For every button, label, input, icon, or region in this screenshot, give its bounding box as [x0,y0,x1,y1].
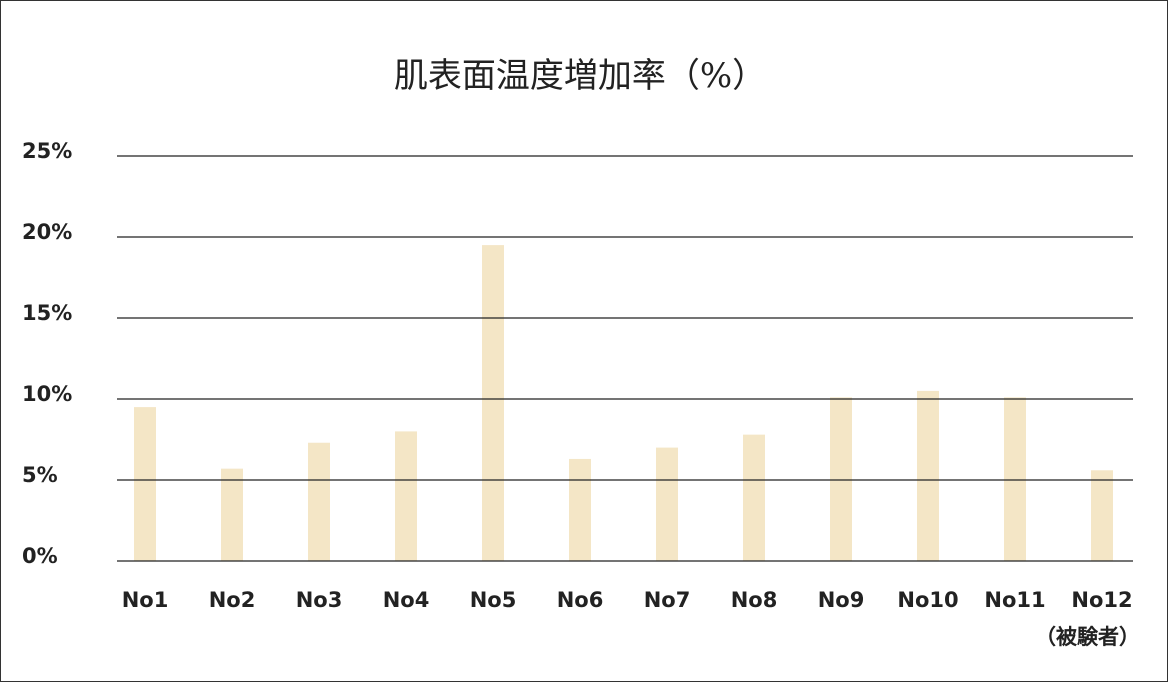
bar [134,407,156,561]
bar [308,442,330,561]
x-tick-label: No6 [557,588,604,612]
bar [1004,397,1026,561]
bar [917,390,939,561]
x-tick-label: No12 [1071,588,1132,612]
bar [482,245,504,561]
bar [1091,470,1113,561]
bar [743,434,765,561]
x-tick-label: No7 [644,588,691,612]
y-tick-label: 5% [22,463,58,487]
y-tick-label: 20% [22,220,72,244]
bar [830,397,852,561]
x-axis-label: （被験者） [1035,625,1140,649]
y-tick-label: 15% [22,301,72,325]
x-tick-label: No1 [122,588,169,612]
y-tick-label: 0% [22,544,58,568]
bar [569,458,591,561]
chart-title: 肌表面温度増加率（%） [394,56,766,96]
y-tick-label: 10% [22,382,72,406]
bar [656,447,678,561]
x-tick-label: No8 [731,588,778,612]
x-tick-label: No4 [383,588,430,612]
x-tick-label: No10 [897,588,958,612]
x-tick-label: No3 [296,588,343,612]
bar [395,431,417,561]
x-tick-label: No9 [818,588,865,612]
bar [221,468,243,561]
x-tick-label: No2 [209,588,256,612]
x-tick-label: No5 [470,588,517,612]
y-tick-label: 25% [22,139,72,163]
x-tick-label: No11 [984,588,1045,612]
